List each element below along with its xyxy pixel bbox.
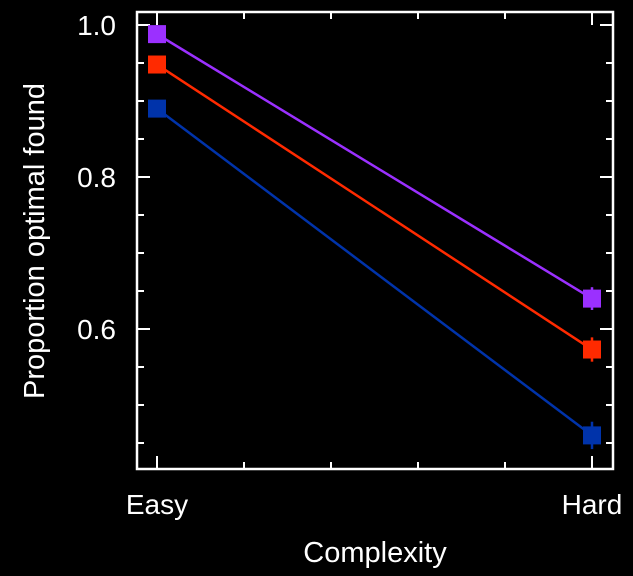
data-point-marker xyxy=(583,340,601,359)
y-axis-label: Proportion optimal found xyxy=(19,83,51,399)
data-point-marker xyxy=(583,289,601,308)
data-point-marker xyxy=(148,55,166,74)
tick-label-y-0.6: 0.6 xyxy=(77,314,116,345)
data-point-marker xyxy=(148,25,166,44)
y-axis-ticks xyxy=(137,24,613,444)
tick-label-x-hard: Hard xyxy=(562,489,623,520)
data-point-marker xyxy=(148,99,166,118)
tick-label-y-0.8: 0.8 xyxy=(77,162,116,193)
series-line-0 xyxy=(156,33,593,300)
series-line-2 xyxy=(156,107,593,437)
x-axis-ticks xyxy=(156,12,593,469)
series-layer xyxy=(148,25,601,450)
tick-label-x-easy: Easy xyxy=(126,489,188,520)
data-point-marker xyxy=(583,426,601,445)
series-line-1 xyxy=(156,63,593,351)
x-axis-label: Complexity xyxy=(303,537,447,569)
plot-frame xyxy=(135,10,615,471)
tick-label-y-1.0: 1.0 xyxy=(77,10,116,41)
